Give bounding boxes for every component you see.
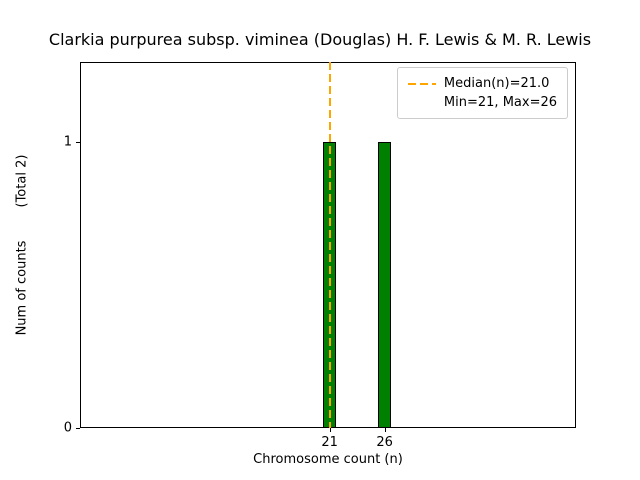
blank-handle	[408, 102, 436, 104]
bar-26	[378, 142, 391, 428]
chart-title: Clarkia purpurea subsp. viminea (Douglas…	[48, 30, 592, 49]
legend-label-minmax: Min=21, Max=26	[443, 95, 557, 110]
y-tick-mark-1	[76, 142, 80, 144]
x-tick-mark-21	[329, 428, 331, 432]
y-tick-mark-0	[76, 428, 80, 429]
legend-entry-median: Median(n)=21.0	[407, 74, 557, 93]
legend-label-median: Median(n)=21.0	[443, 76, 550, 91]
y-axis-label: Num of counts (Total 2)	[14, 154, 30, 336]
legend: Median(n)=21.0 Min=21, Max=26	[396, 67, 568, 119]
x-tick-label-26: 26	[376, 435, 393, 450]
x-tick-mark-26	[384, 428, 386, 432]
y-tick-label-0: 0	[63, 420, 72, 436]
legend-entry-minmax: Min=21, Max=26	[408, 93, 557, 112]
x-axis-label: Chromosome count (n)	[253, 452, 403, 467]
y-tick-label-1: 1	[63, 134, 72, 150]
median-dashed-line-icon	[407, 82, 436, 85]
median-line	[328, 62, 331, 428]
x-tick-label-21: 21	[321, 435, 338, 450]
